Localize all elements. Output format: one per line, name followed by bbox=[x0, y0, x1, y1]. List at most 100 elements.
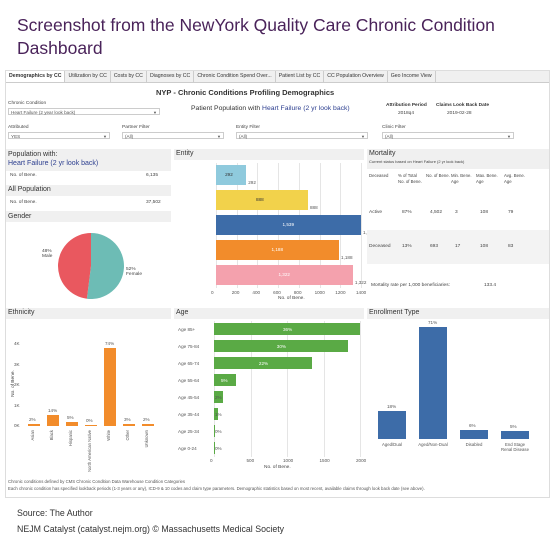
subtitle-condition: Heart Failure (2 yr look back) bbox=[262, 105, 350, 112]
mortality-cell: 3 bbox=[455, 210, 458, 215]
age-tick-label: 500 bbox=[246, 458, 255, 463]
ethnicity-bar[interactable] bbox=[142, 424, 154, 426]
population-condition: Heart Failure (2 yr look back) bbox=[8, 160, 99, 167]
enrollment-category-label: Aged/Dual bbox=[381, 442, 403, 447]
ethnicity-pct-label: 3% bbox=[124, 416, 131, 422]
population-with-bene-value: 6,135 bbox=[146, 173, 159, 178]
age-bar[interactable] bbox=[214, 425, 216, 437]
attributed-label: Attributed bbox=[8, 125, 29, 130]
ethnicity-header bbox=[6, 308, 171, 319]
tab-demographics-by-cc[interactable]: Demographics by CC bbox=[6, 71, 66, 82]
enrollment-bar[interactable] bbox=[460, 429, 488, 439]
source-text: Source: The Author bbox=[17, 508, 93, 518]
ethnicity-bar[interactable] bbox=[85, 425, 97, 426]
age-pct-label: 5% bbox=[220, 378, 228, 383]
ethnicity-bar[interactable] bbox=[66, 421, 78, 426]
age-tick-label: 0 bbox=[210, 458, 213, 463]
entity-bar[interactable] bbox=[216, 215, 361, 235]
tab-geo-income-view[interactable]: Geo Income View bbox=[388, 71, 436, 82]
ethnicity-category-label: Unknown bbox=[144, 430, 149, 448]
age-bar[interactable] bbox=[214, 374, 236, 386]
ethnicity-category-label: North American Native bbox=[87, 430, 92, 472]
entity-bar[interactable] bbox=[216, 165, 247, 185]
enrollment-bar[interactable] bbox=[378, 410, 406, 439]
mortality-header bbox=[367, 149, 549, 169]
ethnicity-pct-label: 74% bbox=[105, 341, 115, 347]
clinic-filter-label: Clinic Filter bbox=[382, 125, 406, 130]
dashboard-frame: Demographics by CC Utilization by CC Costs… bbox=[5, 70, 550, 498]
all-population-header bbox=[6, 185, 171, 196]
enrollment-pct-label: 5% bbox=[510, 424, 517, 430]
age-bar[interactable] bbox=[214, 340, 348, 352]
entity-tick-label: 600 bbox=[273, 290, 281, 295]
ethnicity-bar[interactable] bbox=[104, 348, 116, 426]
ethnicity-tick-label: 3K bbox=[14, 361, 20, 367]
age-category-label: Age 45-54 bbox=[178, 395, 200, 400]
ethnicity-pct-label: 14% bbox=[48, 407, 58, 413]
enrollment-pct-label: 71% bbox=[428, 320, 438, 325]
entity-bar[interactable] bbox=[216, 240, 340, 260]
enrollment-title: Enrollment Type bbox=[369, 309, 420, 316]
chevron-down-icon: ▼ bbox=[103, 134, 107, 139]
partner-filter-label: Partner Filter bbox=[122, 125, 150, 130]
ethnicity-bar[interactable] bbox=[28, 424, 40, 426]
entity-bar-label: 1,539 bbox=[282, 222, 295, 227]
chronic-condition-select[interactable]: Heart Failure (2 year look back) ▼ bbox=[8, 108, 160, 115]
tab-cc-population-overview[interactable]: CC Population Overview bbox=[324, 71, 388, 82]
credit-text: NEJM Catalyst (catalyst.nejm.org) © Mass… bbox=[17, 524, 285, 534]
gender-title: Gender bbox=[8, 213, 32, 220]
mortality-title: Mortality bbox=[369, 150, 396, 157]
chronic-condition-value: Heart Failure (2 year look back) bbox=[11, 110, 76, 115]
chevron-down-icon: ▼ bbox=[507, 134, 511, 139]
mortality-col-header: Avg. Bene. Age bbox=[504, 173, 525, 184]
age-bar[interactable] bbox=[214, 442, 215, 454]
enrollment-category-label: Aged/Non-Dual bbox=[418, 442, 448, 447]
entity-gridline bbox=[361, 163, 362, 288]
attributed-select[interactable]: YES ▼ bbox=[8, 132, 110, 139]
age-bar[interactable] bbox=[214, 391, 223, 403]
entity-bar[interactable] bbox=[216, 265, 353, 285]
all-population-bene-value: 37,502 bbox=[146, 200, 161, 205]
ethnicity-bar[interactable] bbox=[123, 423, 135, 426]
tab-bar: Demographics by CC Utilization by CC Costs… bbox=[6, 71, 549, 83]
tab-patient-list-by-cc[interactable]: Patient List by CC bbox=[276, 71, 325, 82]
clinic-filter-select[interactable]: (All) ▼ bbox=[382, 132, 514, 139]
partner-filter-select[interactable]: (All) ▼ bbox=[122, 132, 224, 139]
age-bar[interactable] bbox=[214, 323, 360, 335]
age-category-label: Age 65-74 bbox=[178, 361, 200, 366]
enrollment-bar[interactable] bbox=[501, 431, 529, 439]
age-header bbox=[174, 308, 364, 319]
tab-costs-by-cc[interactable]: Costs by CC bbox=[111, 71, 147, 82]
tab-utilization-by-cc[interactable]: Utilization by CC bbox=[65, 71, 111, 82]
attribution-period-label: Attribution Period bbox=[386, 103, 427, 108]
entity-bar[interactable] bbox=[216, 190, 308, 210]
page-title: Screenshot from the NewYork Quality Care… bbox=[17, 15, 495, 58]
tab-chronic-condition-spend-over[interactable]: Chronic Condition Spend Over... bbox=[194, 71, 276, 82]
footnote-1: Chronic conditions defined by CMS Chroni… bbox=[8, 479, 186, 484]
tab-diagnoses-by-cc[interactable]: Diagnoses by CC bbox=[147, 71, 195, 82]
enrollment-category-label: Disabled bbox=[465, 442, 483, 447]
age-bar[interactable] bbox=[214, 408, 218, 420]
ethnicity-tick-label: 4K bbox=[14, 341, 20, 346]
mortality-rate-value: 133.4 bbox=[484, 283, 497, 288]
ethnicity-pct-label: 2% bbox=[29, 417, 36, 423]
chevron-down-icon: ▼ bbox=[361, 134, 365, 139]
mortality-cell: 79 bbox=[508, 210, 514, 215]
pie-slice-male[interactable] bbox=[57, 233, 91, 299]
age-tick-label: 1500 bbox=[319, 458, 330, 463]
age-bar[interactable] bbox=[214, 357, 312, 369]
age-category-label: Age 25-34 bbox=[178, 429, 200, 434]
mortality-cell: 83 bbox=[508, 244, 514, 249]
entity-filter-select[interactable]: (All) ▼ bbox=[236, 132, 368, 139]
age-gridline bbox=[323, 321, 325, 457]
pie-slice-female[interactable] bbox=[86, 233, 124, 299]
footnote-2: Each chronic condition has specified loo… bbox=[8, 486, 425, 491]
entity-tick-label: 1000 bbox=[314, 290, 325, 295]
ethnicity-bar[interactable] bbox=[47, 414, 59, 426]
ethnicity-category-label: Other bbox=[125, 430, 130, 441]
clinic-filter-value: (All) bbox=[385, 134, 394, 139]
enrollment-pct-label: 18% bbox=[387, 403, 397, 409]
enrollment-bar[interactable] bbox=[419, 327, 447, 439]
entity-bar-label: 1,322 bbox=[278, 272, 290, 277]
age-pct-label: 1% bbox=[215, 412, 222, 417]
